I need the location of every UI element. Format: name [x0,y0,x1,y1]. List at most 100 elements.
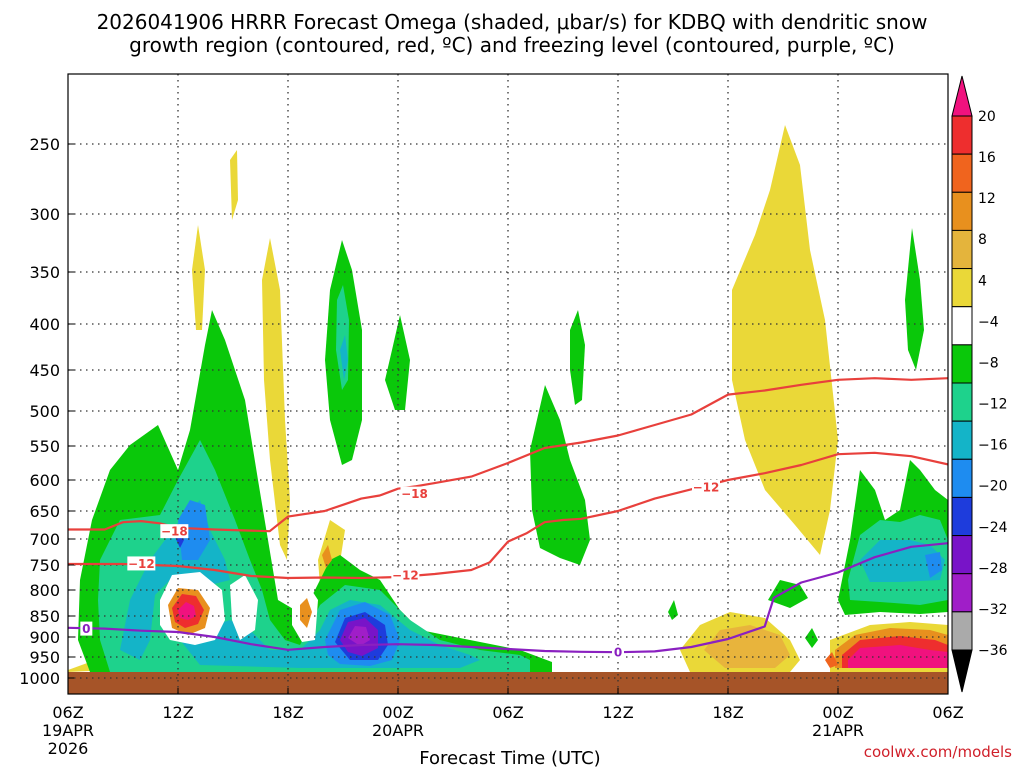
x-tick-date: 20APR [372,721,424,740]
x-tick-year: 2026 [48,739,89,758]
colorbar-segment [951,420,973,460]
contour-label-bg [400,486,429,501]
colorbar-label: −36 [978,643,1008,659]
colorbar-bottom-arrow [951,649,973,693]
colorbar-segment [951,229,973,270]
shade-orange-region [322,545,332,568]
x-tick-label: 12Z [602,703,633,722]
contour-label-bg [391,568,420,582]
colorbar-label: −4 [978,314,999,330]
y-tick-label: 1000 [19,669,60,688]
shade-yellow-region [732,125,838,555]
colorbar-segment [951,496,973,537]
colorbar-label: −32 [978,602,1008,618]
y-tick-label: 300 [29,205,60,224]
colorbar-label: 8 [978,232,987,248]
colorbar-label: −28 [978,561,1008,577]
colorbar-label: 4 [978,273,987,289]
colorbar-label: −12 [978,397,1008,413]
x-tick-label: 18Z [712,703,743,722]
colorbar-segment [951,611,973,651]
contour-label: −18 [401,487,428,501]
shade-yellow-region [192,225,205,330]
contour-label: −12 [392,569,419,583]
contour-label-bg [692,479,720,494]
y-tick-label: 750 [29,556,60,575]
x-tick-date: 21APR [812,721,864,740]
y-tick-label: 550 [29,437,60,456]
shade-green-region [530,385,590,565]
y-tick-label: 800 [29,581,60,600]
colorbar-segment [951,458,973,498]
shade-green-region [668,600,678,620]
shade-cyan-region [178,500,210,560]
contour-labels: −18 −18 −12 −12 −12 0 0 [80,479,720,660]
colorbar-segment [951,535,973,575]
colorbar: 20 16 12 8 4 −4 −8 −12 −16 −20 −24 −28 −32 −36 [951,75,1008,693]
colorbar-segment [951,306,973,346]
x-tick-label: 06Z [932,703,963,722]
omega-shading [68,125,948,672]
contour-label: 0 [82,622,90,636]
y-tick-label: 950 [29,648,60,667]
chart-title-line-2: growth region (contoured, red, ºC) and f… [129,33,895,57]
colorbar-label: 16 [978,150,996,166]
colorbar-top-arrow [951,75,973,117]
colorbar-segment [951,191,973,231]
shade-cyan-region [340,335,348,380]
y-axis-pressure: 250 300 350 400 450 500 550 600 650 700 750 800 850 9… [19,135,74,688]
colorbar-label: −16 [978,438,1008,454]
chart-title-line-1: 2026041906 HRRR Forecast Omega (shaded, … [97,10,928,34]
colorbar-label: 20 [978,109,996,125]
shade-cyan-region [925,552,942,578]
grid-lines [68,74,948,694]
contour-label-bg [612,645,624,660]
y-tick-label: 850 [29,607,60,626]
contour-line [68,451,948,580]
credit-text: coolwx.com/models [864,743,1012,761]
x-tick-label: 06Z [492,703,523,722]
colorbar-label: 12 [978,191,996,207]
shade-darkpurple-region [348,626,370,646]
colorbar-segment [951,573,973,613]
x-tick-label: 12Z [162,703,193,722]
shade-orange-region [300,598,312,628]
x-tick-date: 19APR [42,721,94,740]
y-tick-label: 400 [29,315,60,334]
shade-yellow-region [262,238,290,560]
y-tick-label: 450 [29,361,60,380]
shade-green-region [805,628,818,648]
y-tick-label: 600 [29,471,60,490]
shade-orange-region [825,652,838,668]
colorbar-segment [951,153,973,193]
y-tick-label: 250 [29,135,60,154]
shade-green-region [570,310,585,405]
y-tick-label: 700 [29,530,60,549]
shade-green-region [768,580,808,608]
contour-label-bg [80,621,93,636]
contour-label: −12 [128,557,155,571]
contour-label: 0 [614,646,622,660]
shade-magenta-region [848,645,948,668]
contour-line [68,542,948,654]
colorbar-segment [951,268,973,308]
y-tick-label: 350 [29,263,60,282]
x-tick-label: 00Z [382,703,413,722]
shade-yellow-region [230,150,238,220]
contour-label-bg [127,556,156,571]
shade-white-region [230,575,258,640]
colorbar-segment [951,382,973,422]
contour-label-bg [160,524,189,539]
colorbar-segment [951,115,973,155]
y-tick-label: 500 [29,402,60,421]
y-tick-label: 900 [29,628,60,647]
shade-orange-region [704,625,790,668]
shade-green-region [905,228,924,370]
y-tick-label: 650 [29,502,60,521]
x-tick-label: 00Z [822,703,853,722]
colorbar-label: −8 [978,355,999,371]
x-tick-label: 06Z [52,703,83,722]
contour-label: −12 [693,480,720,494]
